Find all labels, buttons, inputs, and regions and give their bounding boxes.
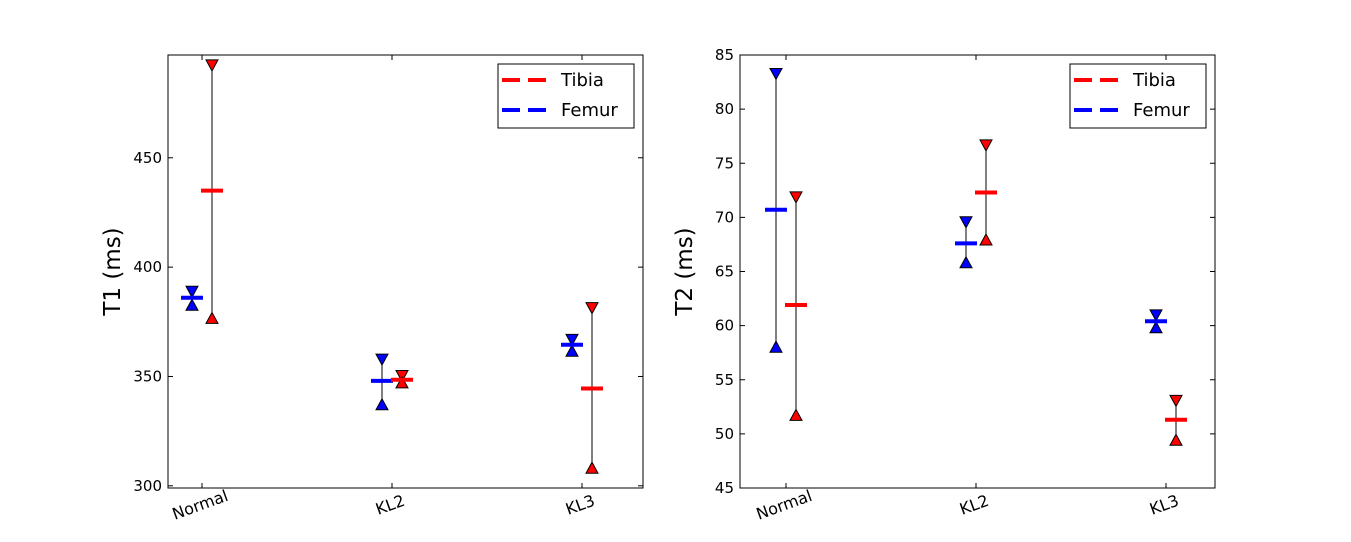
y-tick-label: 60 <box>715 317 734 335</box>
lower-marker <box>789 408 803 421</box>
x-tick-label: KL3 <box>563 491 597 519</box>
y-tick-label: 75 <box>715 154 734 172</box>
upper-marker <box>979 139 993 152</box>
x-tick-label: Normal <box>754 486 815 524</box>
legend-label: Tibia <box>560 70 604 91</box>
lower-marker <box>565 344 579 357</box>
upper-marker <box>1149 309 1163 322</box>
y-tick-label: 400 <box>133 258 162 276</box>
x-tick-label: KL3 <box>1147 491 1181 519</box>
y-tick-label: 45 <box>715 479 734 497</box>
upper-marker <box>185 285 199 299</box>
x-tick-label: KL2 <box>957 491 991 519</box>
lower-marker <box>375 397 389 411</box>
y-tick-label: 55 <box>715 371 734 389</box>
upper-marker <box>205 59 219 72</box>
legend-box <box>1069 63 1207 129</box>
upper-marker <box>565 333 579 347</box>
lower-marker <box>1169 433 1183 446</box>
lower-marker <box>979 232 993 246</box>
upper-marker <box>1169 394 1183 408</box>
legend-box <box>497 63 635 129</box>
upper-marker <box>585 302 599 315</box>
lower-marker <box>1149 320 1163 334</box>
lower-marker <box>769 340 783 353</box>
y-tick-label: 350 <box>133 367 162 385</box>
y-axis-label: T1 (ms) <box>100 227 126 316</box>
y-tick-label: 65 <box>715 263 734 281</box>
plot-frame <box>167 54 644 489</box>
lower-marker <box>959 255 973 269</box>
legend-label: Femur <box>1133 100 1190 121</box>
y-tick-label: 80 <box>715 100 734 118</box>
lower-marker <box>205 311 219 324</box>
y-tick-label: 450 <box>133 149 162 167</box>
y-axis-label: T2 (ms) <box>672 227 698 316</box>
x-tick-label: KL2 <box>373 491 407 519</box>
lower-marker <box>395 375 409 389</box>
upper-marker <box>789 191 803 204</box>
y-tick-label: 50 <box>715 425 734 443</box>
lower-marker <box>185 298 199 311</box>
t2-panel: 45 50 55 60 65 70 75 80 85 Normal KL2 KL3 T2 (ms) Tib… <box>672 46 1216 524</box>
lower-marker <box>585 461 599 474</box>
y-tick-label: 85 <box>715 46 734 64</box>
y-tick-label: 70 <box>715 208 734 226</box>
legend-label: Femur <box>561 100 618 121</box>
x-tick-label: Normal <box>170 486 231 524</box>
y-tick-label: 300 <box>133 477 162 495</box>
legend-label: Tibia <box>1132 70 1176 91</box>
upper-marker <box>769 67 783 81</box>
upper-marker <box>959 216 973 229</box>
t1-panel: 300 350 400 450 Normal KL2 KL3 T1 (ms) Tibia Femu… <box>100 54 644 524</box>
upper-marker <box>375 353 389 367</box>
